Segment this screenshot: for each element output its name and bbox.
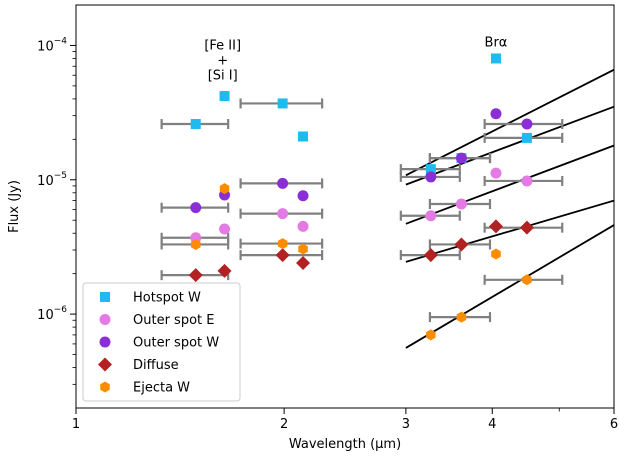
data-point bbox=[425, 210, 437, 222]
data-point bbox=[190, 238, 201, 250]
annotations: [Fe II]+[Si I] Brα bbox=[204, 35, 507, 83]
legend-marker bbox=[99, 336, 111, 348]
legend-label: Outer spot E bbox=[133, 313, 214, 328]
legend-marker bbox=[98, 357, 112, 372]
data-point bbox=[519, 220, 534, 235]
y-tick-label: 10−6 bbox=[37, 305, 67, 323]
annotation-label: Brα bbox=[485, 35, 508, 50]
annotation-label: [Fe II] bbox=[204, 39, 241, 54]
data-point bbox=[219, 223, 231, 235]
data-point bbox=[190, 202, 202, 214]
axes-frame bbox=[75, 4, 615, 409]
annotation-label: [Si I] bbox=[208, 69, 238, 84]
data-point bbox=[298, 131, 309, 142]
legend-box bbox=[82, 282, 241, 402]
x-tick-label: 4 bbox=[488, 417, 496, 432]
legend-label: Hotspot W bbox=[133, 291, 201, 306]
data-point bbox=[456, 311, 467, 323]
data-point bbox=[490, 167, 502, 179]
legend-marker bbox=[100, 292, 110, 302]
data-point bbox=[521, 118, 533, 130]
data-point bbox=[296, 256, 311, 271]
data-point bbox=[426, 329, 436, 341]
data-point bbox=[455, 152, 467, 164]
data-point bbox=[423, 248, 438, 263]
data-point bbox=[488, 219, 503, 234]
data-point bbox=[521, 132, 532, 143]
data-point bbox=[277, 177, 289, 189]
axes: 1 2 3 4 6 10−6 10−5 10−4 bbox=[37, 4, 618, 432]
data-point bbox=[298, 243, 308, 255]
fit-line bbox=[405, 199, 614, 263]
plot-area bbox=[160, 53, 614, 349]
x-tick-label: 1 bbox=[72, 417, 80, 432]
data-point bbox=[455, 198, 467, 210]
data-point bbox=[188, 268, 203, 283]
legend-marker bbox=[99, 314, 111, 325]
fit-line bbox=[405, 68, 614, 177]
data-point bbox=[454, 237, 469, 252]
data-point bbox=[219, 91, 230, 102]
y-tick-label: 10−5 bbox=[37, 171, 67, 189]
data-point bbox=[297, 190, 309, 202]
fit-line bbox=[405, 224, 614, 349]
data-point bbox=[490, 53, 501, 64]
data-point bbox=[217, 263, 232, 278]
y-tick-label: 10−4 bbox=[37, 36, 67, 54]
x-tick-label: 6 bbox=[610, 417, 618, 432]
x-axis-label: Wavelength (μm) bbox=[289, 437, 401, 452]
annotation-label: + bbox=[217, 54, 228, 69]
data-point bbox=[491, 248, 501, 260]
legend-label: Ejecta W bbox=[133, 381, 190, 396]
y-axis-label: Flux (Jy) bbox=[7, 180, 22, 233]
x-tick-label: 3 bbox=[402, 417, 410, 432]
legend: Hotspot W Outer spot E Outer spot W Diffuse… bbox=[82, 282, 241, 402]
data-point bbox=[275, 248, 290, 263]
data-point bbox=[297, 220, 309, 232]
data-point bbox=[425, 164, 436, 175]
fit-line bbox=[405, 144, 614, 225]
data-point bbox=[490, 108, 502, 120]
data-point bbox=[277, 98, 288, 109]
data-point bbox=[190, 119, 201, 130]
data-point bbox=[425, 171, 437, 183]
legend-marker bbox=[100, 381, 110, 393]
data-point bbox=[219, 183, 230, 195]
data-point bbox=[522, 274, 532, 286]
legend-label: Outer spot W bbox=[133, 336, 219, 351]
data-point bbox=[277, 238, 288, 250]
data-point bbox=[521, 175, 533, 187]
fit-line bbox=[405, 105, 614, 186]
legend-label: Diffuse bbox=[133, 358, 179, 373]
data-point bbox=[277, 208, 289, 220]
data-point bbox=[190, 232, 202, 244]
x-tick-label: 2 bbox=[280, 417, 288, 432]
